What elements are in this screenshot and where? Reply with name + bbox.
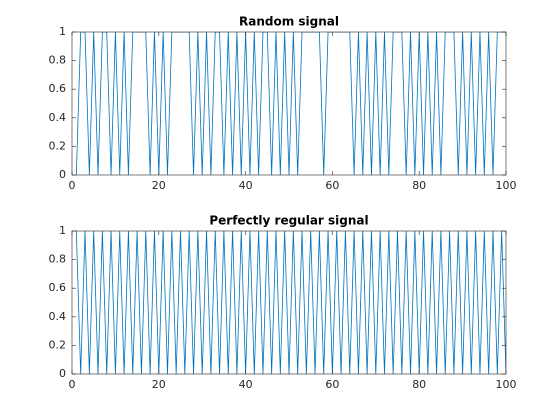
y-tick-label: 0.4: [49, 111, 67, 124]
plot-area: [72, 32, 506, 175]
y-tick-label: 0.2: [49, 338, 67, 351]
y-tick-label: 1: [59, 224, 66, 237]
signal-line: [75, 32, 506, 175]
x-tick-label: 0: [69, 179, 76, 192]
x-tick-label: 40: [239, 179, 253, 192]
plot-lines: [75, 32, 506, 175]
x-tick-label: 40: [239, 378, 253, 391]
x-tick-label: 100: [496, 378, 517, 391]
plot-lines: [75, 231, 506, 374]
y-tick-label: 1: [59, 25, 66, 38]
x-tick-label: 60: [325, 378, 339, 391]
x-tick-label: 100: [496, 179, 517, 192]
y-tick-label: 0: [59, 168, 66, 181]
y-tick-label: 0.2: [49, 139, 67, 152]
chart-title: Perfectly regular signal: [209, 214, 368, 228]
y-tick-label: 0.8: [49, 54, 67, 67]
y-tick-label: 0.8: [49, 253, 67, 266]
y-tick-label: 0: [59, 367, 66, 380]
x-tick-label: 80: [412, 179, 426, 192]
axes-box: [71, 31, 507, 176]
axes-box: [71, 230, 507, 375]
x-tick-label: 0: [69, 378, 76, 391]
x-tick-label: 20: [152, 378, 166, 391]
x-tick-label: 60: [325, 179, 339, 192]
x-tick-label: 80: [412, 378, 426, 391]
y-tick-label: 0.6: [49, 82, 67, 95]
y-tick-label: 0.4: [49, 310, 67, 323]
subplot: 0 0.2 0.4 0.6 0.8 1 0 20 40 60 80 100 Random signal: [49, 15, 517, 193]
x-tick-label: 20: [152, 179, 166, 192]
plot-area: [72, 231, 506, 374]
y-tick-label: 0.6: [49, 281, 67, 294]
subplot: 0 0.2 0.4 0.6 0.8 1 0 20 40 60 80 100 Perfectly regu…: [49, 214, 517, 392]
signal-line: [75, 231, 506, 374]
chart-title: Random signal: [239, 15, 339, 29]
